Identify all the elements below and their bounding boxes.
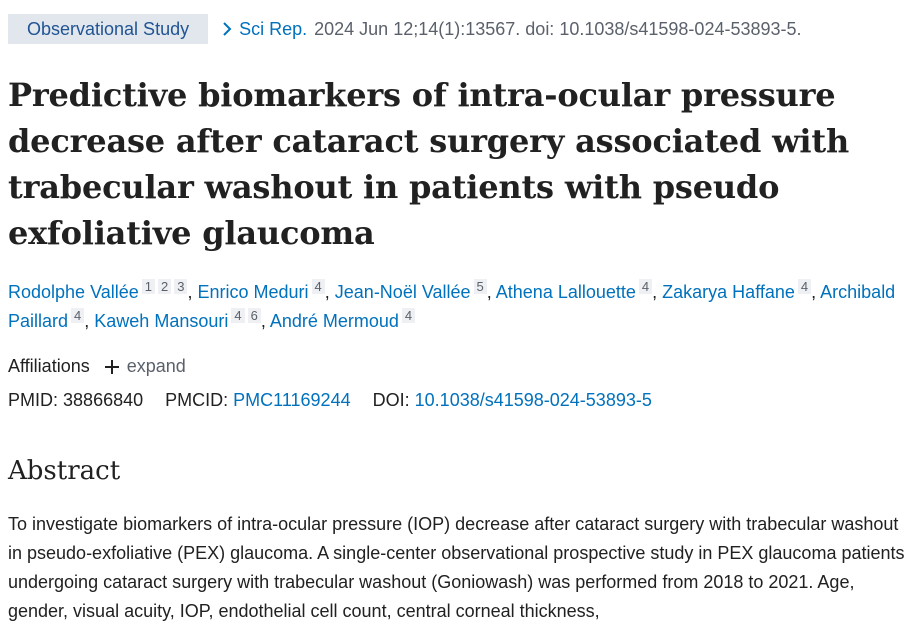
author-entry: Rodolphe Vallée 1 2 3,	[8, 279, 198, 302]
study-type-badge[interactable]: Observational Study	[8, 14, 209, 44]
affiliation-ref[interactable]: 4	[71, 308, 85, 323]
affiliation-ref[interactable]: 4	[797, 279, 812, 294]
author-entry: Kaweh Mansouri 4 6,	[94, 308, 270, 331]
pmid-label: PMID:	[8, 390, 59, 410]
pmid-value: 38866840	[63, 390, 144, 410]
author-list: Rodolphe Vallée 1 2 3, Enrico Meduri 4, Jean…	[8, 278, 908, 336]
affiliation-ref[interactable]: 4	[401, 308, 416, 323]
affiliations-label: Affiliations	[8, 356, 90, 376]
pmcid-label: PMCID:	[165, 390, 229, 410]
affiliation-ref[interactable]: 6	[247, 308, 261, 323]
article-title: Predictive biomarkers of intra-ocular pr…	[8, 76, 850, 252]
affiliation-ref[interactable]: 4	[231, 308, 245, 323]
identifiers: PMID: 38866840 PMCID: PMC11169244 DOI: 1…	[8, 390, 652, 411]
affiliation-ref[interactable]: 1	[141, 279, 155, 294]
expand-label: expand	[126, 356, 186, 376]
affiliation-ref[interactable]: 5	[473, 279, 487, 294]
affiliation-ref[interactable]: 3	[174, 279, 188, 294]
author-link[interactable]: Kaweh Mansouri	[94, 311, 229, 331]
chevron-right-icon	[223, 22, 232, 36]
author-link[interactable]: Jean-Noël Vallée	[334, 282, 471, 302]
citation-bar: Observational Study Sci Rep. 2024 Jun 12…	[8, 14, 802, 44]
author-link[interactable]: Archibald Paillard	[8, 282, 896, 331]
author-link[interactable]: Rodolphe Vallée	[8, 282, 139, 302]
author-link[interactable]: Athena Lallouette	[495, 282, 636, 302]
journal-link[interactable]: Sci Rep.	[239, 18, 308, 39]
author-entry: Athena Lallouette 4,	[495, 279, 663, 302]
affiliation-ref[interactable]: 4	[638, 279, 653, 294]
affiliation-ref[interactable]: 4	[311, 279, 325, 294]
author-entry: Jean-Noël Vallée 5,	[334, 279, 496, 302]
abstract-heading: Abstract	[8, 456, 121, 486]
author-entry: Zakarya Haffane 4,	[662, 279, 821, 302]
plus-icon	[104, 359, 119, 374]
affiliations-row: Affiliations expand	[8, 356, 186, 377]
author-link[interactable]: Zakarya Haffane	[662, 282, 795, 302]
expand-affiliations-button[interactable]: expand	[104, 356, 186, 377]
author-entry: André Mermoud 4	[269, 308, 416, 331]
author-entry: Archibald Paillard 4,	[8, 282, 896, 331]
author-link[interactable]: Enrico Meduri	[197, 282, 309, 302]
doi-link[interactable]: 10.1038/s41598-024-53893-5	[414, 390, 652, 410]
abstract-text: To investigate biomarkers of intra-ocula…	[8, 514, 905, 621]
pmcid-link[interactable]: PMC11169244	[233, 390, 351, 410]
doi-label: DOI:	[372, 390, 410, 410]
citation-text: 2024 Jun 12;14(1):13567. doi: 10.1038/s4…	[314, 18, 802, 39]
author-link[interactable]: André Mermoud	[269, 311, 399, 331]
author-entry: Enrico Meduri 4,	[197, 279, 335, 302]
affiliation-ref[interactable]: 2	[158, 279, 172, 294]
